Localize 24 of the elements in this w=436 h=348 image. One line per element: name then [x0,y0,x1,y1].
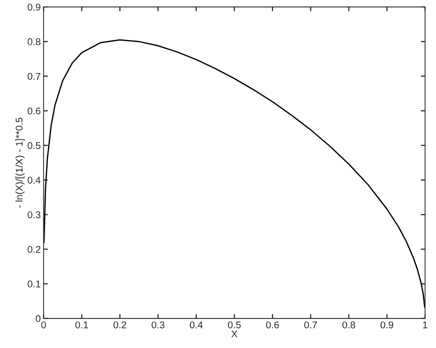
y-tick-label: 0.1 [28,280,40,288]
y-tick-label: 0.5 [28,142,40,150]
x-tick-label: 0.9 [380,321,394,328]
x-tick-label: 0.5 [228,321,241,328]
x-tick-label: 0.6 [266,321,279,328]
y-tick-label: 0.6 [28,108,40,114]
y-tick-label: 0.3 [28,211,40,218]
x-tick-label: 0.2 [114,321,126,328]
x-tick-label: 0.1 [75,321,88,328]
y-tick-label: 0.8 [28,38,40,46]
y-tick-label: 0.4 [28,176,41,184]
x-tick-label: 0.7 [304,321,317,328]
x-tick-label: 0.8 [342,321,356,328]
line-series [44,39,426,308]
y-tick-label: 0 [36,315,40,322]
y-tick-label: 0.7 [28,72,40,80]
y-tick-label: 0.9 [28,4,40,11]
y-axis-title: - ln(X)/[(1/X) - 1]**0.5 [15,118,25,208]
y-tick-label: 0.2 [28,246,40,253]
x-axis-title: X [231,330,238,338]
x-tick-label: 0.4 [190,321,203,328]
x-tick-label: 1 [423,322,428,328]
x-tick-label: 0 [41,321,46,328]
x-tick-label: 0.3 [152,321,164,328]
